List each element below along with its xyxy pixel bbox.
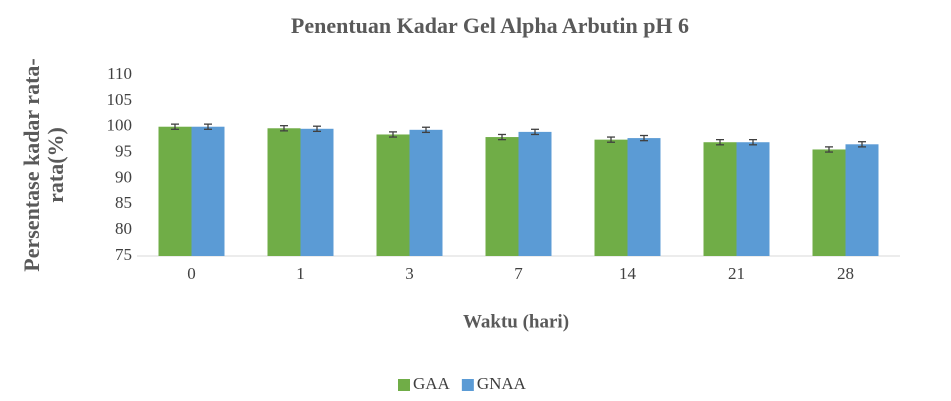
x-tick-label: 28 bbox=[837, 264, 854, 283]
error-bar bbox=[825, 146, 833, 153]
bar bbox=[300, 128, 334, 256]
error-bar bbox=[171, 123, 179, 130]
legend-label: GAA bbox=[413, 374, 451, 393]
error-bar bbox=[204, 123, 212, 130]
y-tick-label: 75 bbox=[115, 245, 132, 264]
y-tick-label: 110 bbox=[107, 64, 132, 83]
bar bbox=[594, 139, 628, 256]
bar bbox=[409, 129, 443, 256]
x-tick-label: 21 bbox=[728, 264, 745, 283]
error-bar bbox=[640, 134, 648, 142]
legend-label: GNAA bbox=[477, 374, 527, 393]
x-axis-title: Waktu (hari) bbox=[463, 311, 569, 332]
x-tick-label: 7 bbox=[514, 264, 523, 283]
y-tick-label: 105 bbox=[107, 90, 133, 109]
error-bar bbox=[280, 125, 288, 132]
y-axis-title: rata(%) bbox=[43, 127, 68, 203]
bar bbox=[267, 128, 301, 256]
error-bar bbox=[716, 138, 724, 146]
error-bar bbox=[313, 125, 321, 133]
bar bbox=[627, 138, 661, 256]
bar bbox=[518, 131, 552, 256]
y-tick-label: 95 bbox=[115, 141, 132, 160]
bar bbox=[191, 126, 225, 256]
legend-swatch bbox=[461, 379, 474, 391]
legend-swatch bbox=[398, 379, 410, 391]
y-tick-label: 100 bbox=[107, 116, 133, 135]
bar bbox=[812, 149, 846, 256]
y-tick-label: 90 bbox=[115, 167, 132, 186]
bar bbox=[485, 137, 519, 256]
bar bbox=[376, 134, 410, 256]
bar bbox=[736, 142, 770, 256]
chart-title: Penentuan Kadar Gel Alpha Arbutin pH 6 bbox=[291, 13, 689, 38]
bar bbox=[845, 144, 879, 256]
error-bar bbox=[749, 138, 757, 146]
y-axis-title: Persentase kadar rata- bbox=[19, 58, 44, 271]
bar bbox=[158, 126, 192, 256]
error-bar bbox=[389, 131, 397, 138]
y-tick-label: 85 bbox=[115, 193, 132, 212]
x-tick-label: 3 bbox=[405, 264, 414, 283]
error-bar bbox=[531, 128, 539, 136]
bar bbox=[703, 142, 737, 256]
y-tick-label: 80 bbox=[115, 219, 132, 238]
x-tick-label: 0 bbox=[187, 264, 196, 283]
error-bar bbox=[858, 141, 866, 148]
error-bar bbox=[422, 126, 430, 134]
x-tick-label: 1 bbox=[296, 264, 305, 283]
x-tick-label: 14 bbox=[619, 264, 637, 283]
error-bar bbox=[498, 133, 506, 141]
error-bar bbox=[607, 136, 615, 143]
